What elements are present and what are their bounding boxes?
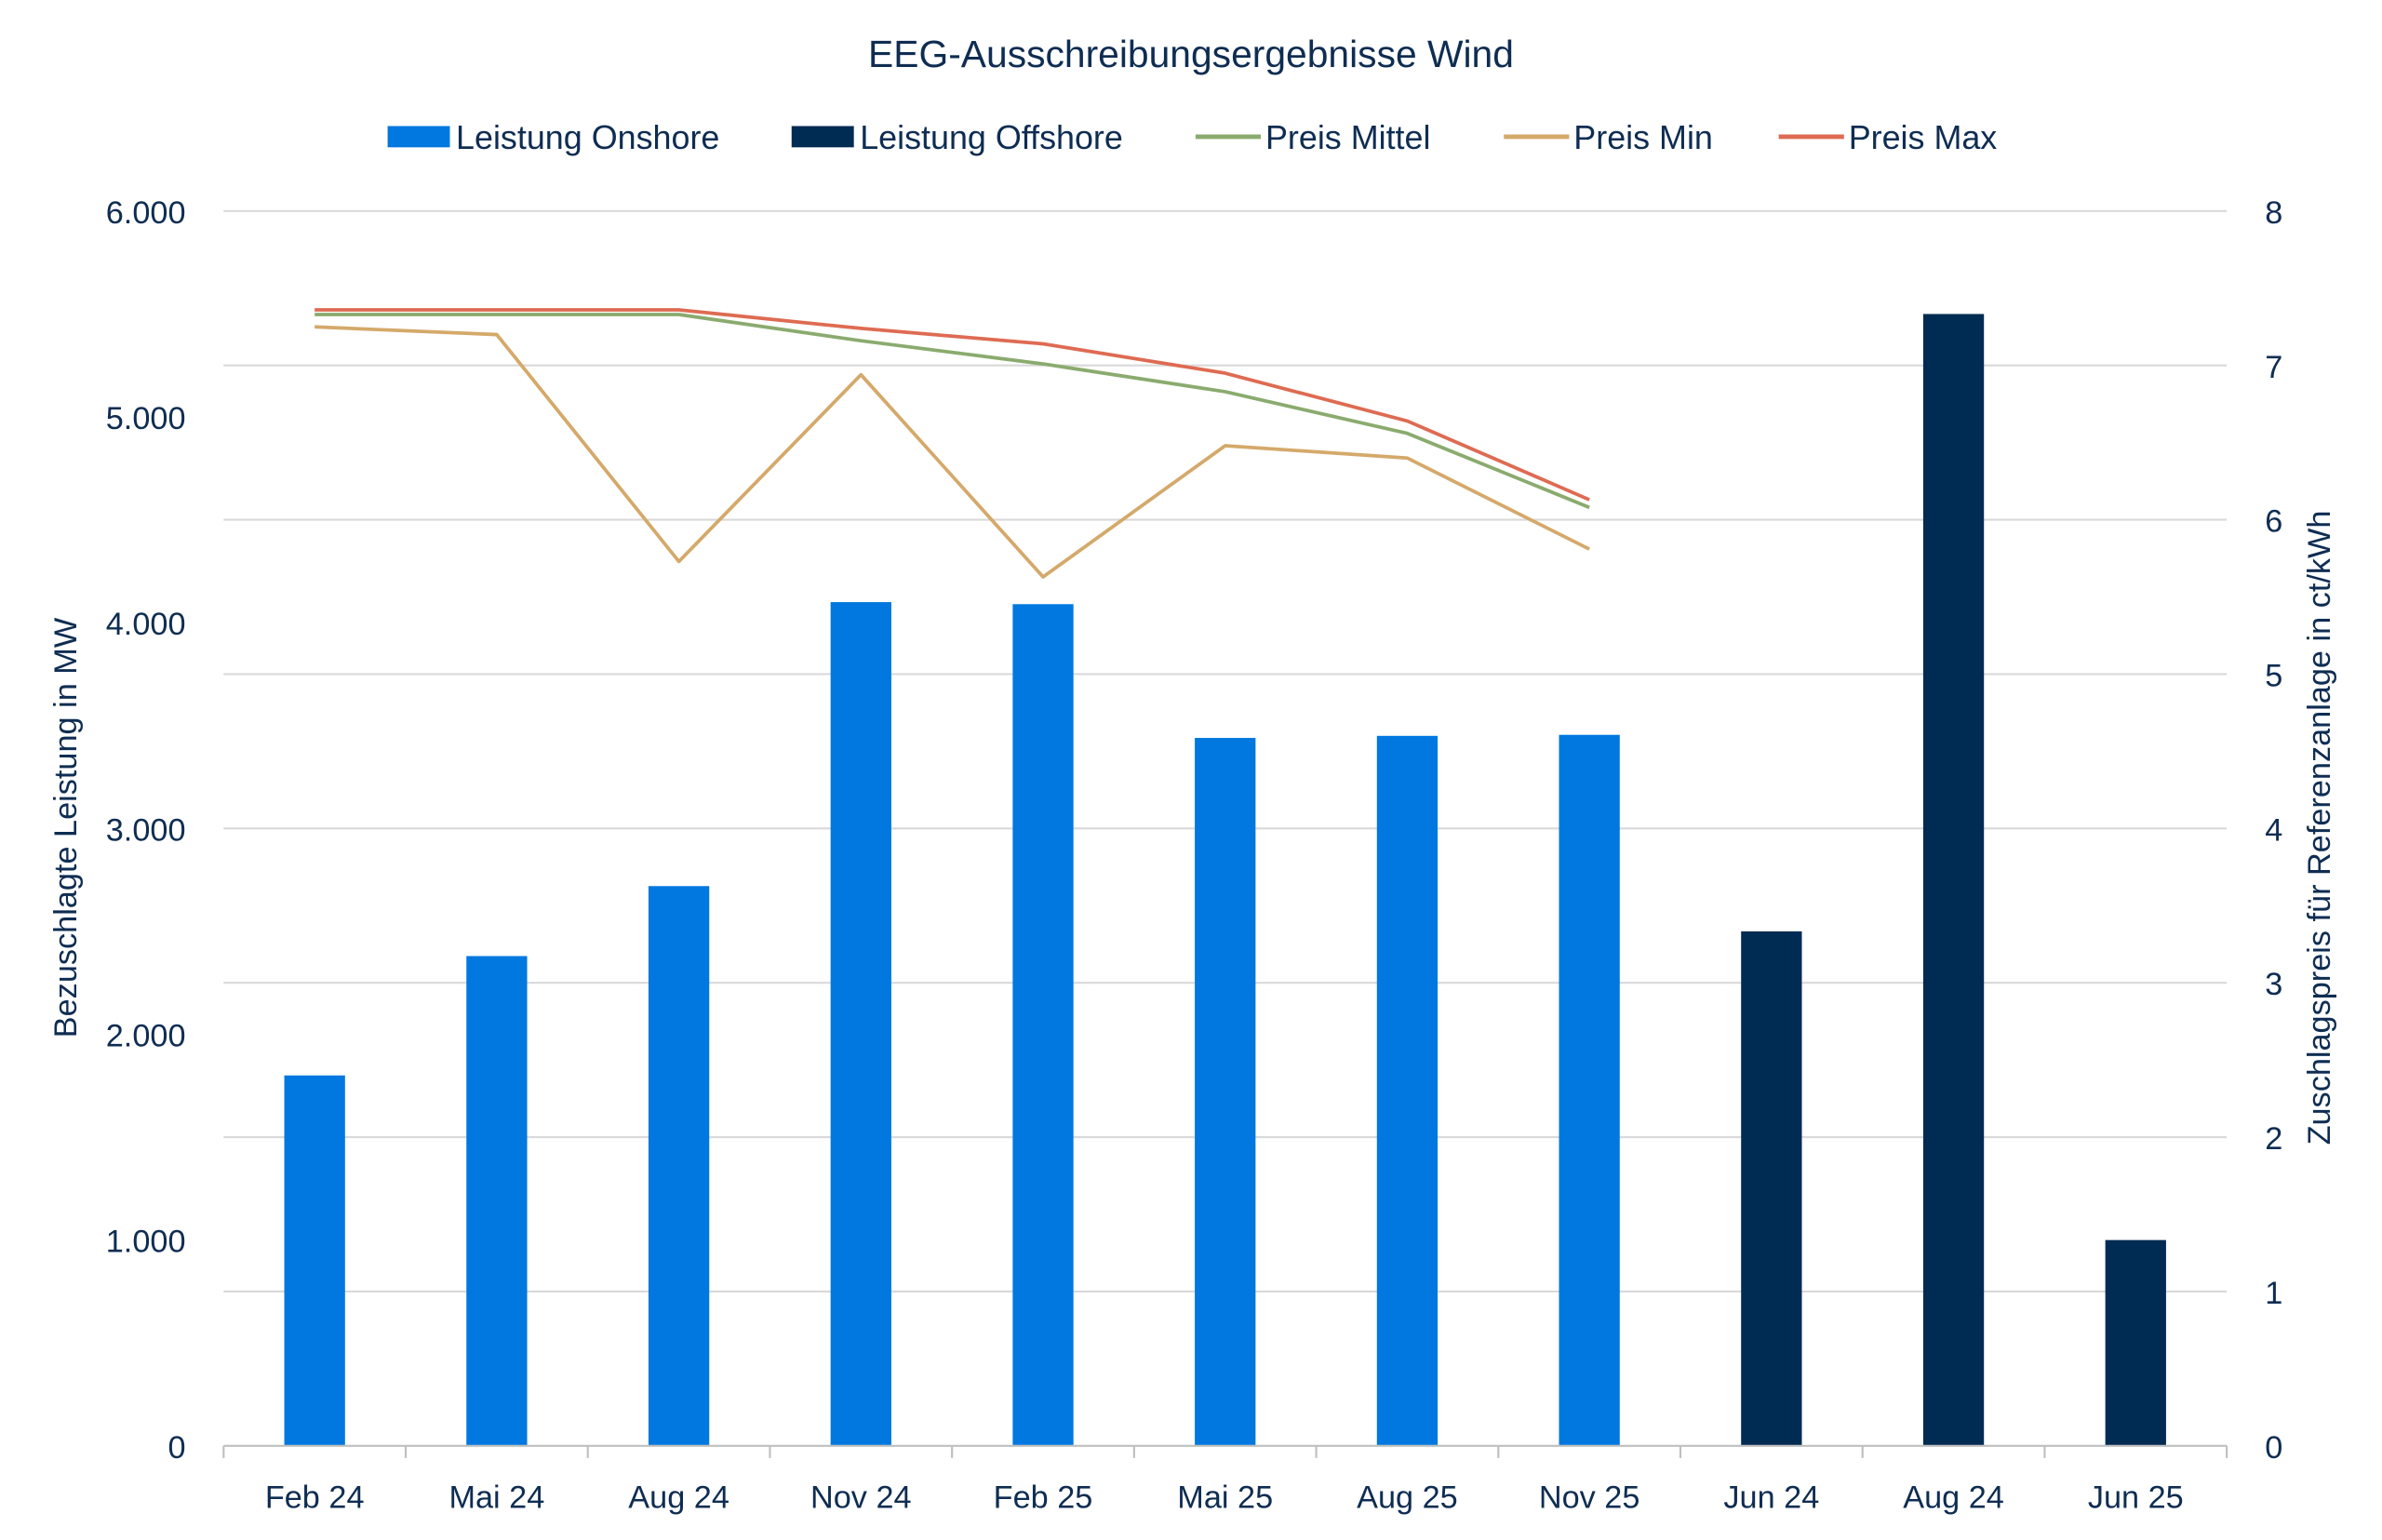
bar-leistung-onshore [1376,735,1439,1446]
y-tick-label: 2.000 [106,1019,186,1054]
y2-tick-label: 5 [2265,659,2282,694]
x-tick-label: Nov 25 [1539,1480,1640,1516]
chart-title: EEG-Ausschreibungsergebnisse Wind [868,33,1514,75]
y2-tick-label: 4 [2265,812,2282,848]
legend-label: Leistung Offshore [860,119,1123,156]
x-tick-label: Aug 24 [1903,1480,2004,1516]
bar-leistung-onshore [1195,738,1256,1446]
bar-leistung-onshore [830,602,891,1446]
x-tick-label: Mai 24 [448,1480,544,1516]
legend-label: Preis Max [1849,119,1998,156]
y2-tick-label: 3 [2265,967,2282,1002]
line-preis-max [314,308,1590,502]
x-tick-label: Aug 25 [1357,1480,1458,1516]
y2-tick-label: 7 [2265,350,2282,385]
y-tick-label: 5.000 [106,401,186,436]
x-tick-label: Feb 25 [994,1480,1093,1516]
x-tick-label: Feb 24 [265,1480,365,1516]
bar-leistung-offshore [2105,1239,2166,1446]
x-tick-label: Jun 24 [1723,1480,1819,1516]
y2-axis-label: Zuschlagspreis für Referenzanlage in ct/… [2302,511,2337,1145]
bar-leistung-onshore [1012,604,1074,1446]
y-tick-label: 6.000 [106,195,186,231]
legend-swatch [791,126,854,148]
y2-tick-label: 1 [2265,1276,2282,1311]
axes: Feb 24 Mai 24 Aug 24 Nov 24 Feb 25 Mai 25 Aug … [106,195,2282,1516]
bar-leistung-onshore [466,956,528,1446]
legend-item: Leistung Onshore [387,119,719,156]
legend-label: Preis Min [1573,119,1713,156]
bars [284,314,2166,1446]
bar-leistung-offshore [1922,314,1985,1446]
legend-item: Preis Min [1504,119,1713,156]
y-tick-label: 3.000 [106,812,186,848]
legend-swatch [387,126,450,148]
y2-tick-label: 0 [2265,1430,2282,1466]
x-tick-label: Jun 25 [2088,1480,2184,1516]
y-axis-label: Bezuschlagte Leistung in MW [48,617,84,1038]
legend-label: Leistung Onshore [456,119,719,156]
bar-leistung-onshore [648,886,710,1446]
bar-leistung-onshore [1559,734,1620,1446]
legend-item: Leistung Offshore [791,119,1123,156]
line-preis-min [314,325,1590,579]
x-tick-label: Mai 25 [1177,1480,1273,1516]
y2-tick-label: 8 [2265,195,2282,231]
y2-tick-label: 6 [2265,504,2282,540]
price-lines [314,308,1590,579]
legend: Leistung Onshore Leistung Offshore Preis M… [387,119,1998,156]
bar-leistung-onshore [284,1075,345,1446]
y-tick-label: 1.000 [106,1225,186,1260]
x-tick-label: Aug 24 [628,1480,729,1516]
legend-item: Preis Mittel [1195,119,1431,156]
x-tick-label: Nov 24 [810,1480,912,1516]
legend-label: Preis Mittel [1265,119,1431,156]
line-preis-mittel [314,313,1590,510]
y2-tick-label: 2 [2265,1121,2282,1157]
y-tick-label: 4.000 [106,607,186,642]
y-tick-label: 0 [167,1430,185,1466]
legend-item: Preis Max [1778,119,1998,156]
bar-leistung-offshore [1741,931,1802,1446]
